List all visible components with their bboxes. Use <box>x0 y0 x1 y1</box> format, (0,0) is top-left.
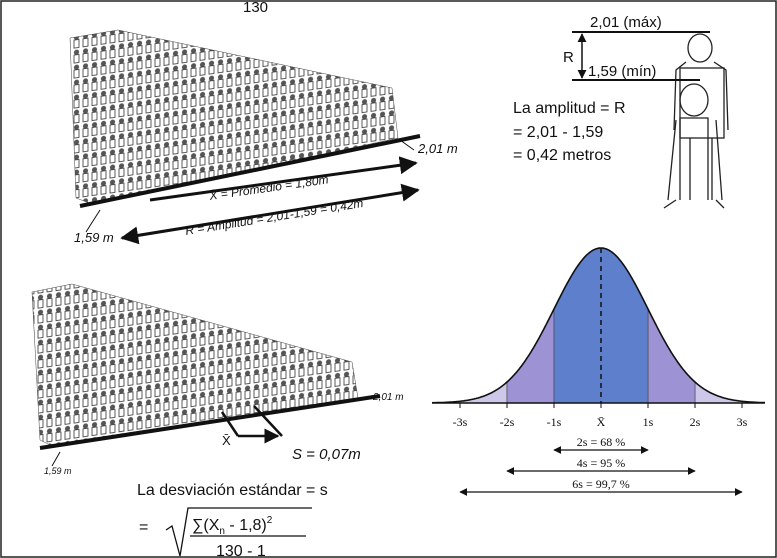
axis-label: 2s <box>690 415 701 429</box>
max-height-label: 2,01 m <box>417 141 458 156</box>
interval-label: 6s = 99,7 % <box>572 477 629 491</box>
interval-label: 2s = 68 % <box>577 435 625 449</box>
max-height-label: 2,01 m <box>372 392 404 403</box>
amplitude-line: = 2,01 - 1,59 <box>513 124 603 141</box>
curve-region <box>553 247 649 404</box>
formula-part: - 1,8) <box>225 517 267 534</box>
page-number: 130 <box>243 0 268 16</box>
axis-label: X̄ <box>597 415 606 429</box>
std-label: S = 0,07m <box>292 446 361 463</box>
axis-label: -3s <box>453 415 468 429</box>
axis-label: -2s <box>500 415 515 429</box>
min-label: 1,59 (mín) <box>588 63 656 80</box>
curve-region <box>694 381 758 404</box>
formula-superscript: 2 <box>267 515 273 526</box>
formula-numerator: ∑(Xn - 1,8)2 <box>192 515 273 537</box>
mean-label: X̄ <box>222 433 231 448</box>
r-label: R <box>563 49 574 66</box>
curve-outline <box>431 247 765 404</box>
formula-subscript: n <box>219 526 225 537</box>
amplitude-line: La amplitud = R <box>513 100 626 117</box>
formula-denominator: 130 - 1 <box>216 543 266 558</box>
people-figure <box>663 33 729 209</box>
min-height-label: 1,59 m <box>74 230 114 245</box>
max-label: 2,01 (máx) <box>590 14 662 31</box>
amplitude-line: = 0,42 metros <box>513 147 611 164</box>
std-text: La desviación estándar = s <box>137 482 328 499</box>
bell-curve: -3s -2s -1s X̄ 1s 2s 3s 2s = 68 % 4s = 95 % 6s = … <box>431 247 765 496</box>
axis-label: 3s <box>737 415 748 429</box>
formula-equals: = <box>139 519 148 536</box>
crowd-top <box>69 29 421 245</box>
axis-label: 1s <box>643 415 654 429</box>
crowd-bottom <box>31 283 381 467</box>
min-height-label: 1,59 m <box>44 466 72 476</box>
interval-label: 4s = 95 % <box>577 456 625 470</box>
axis-label: -1s <box>547 415 562 429</box>
sqrt-sign <box>165 507 312 557</box>
formula-part: ∑(X <box>192 517 220 534</box>
